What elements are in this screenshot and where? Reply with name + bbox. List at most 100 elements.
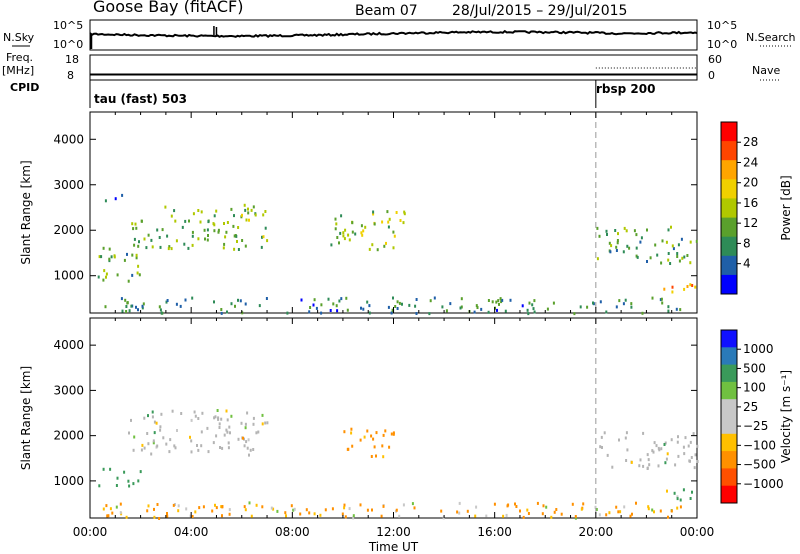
velocity-echo-cell xyxy=(308,511,311,515)
power-echo-cell xyxy=(441,305,444,309)
velocity-echo-cell xyxy=(574,516,577,520)
power-echo-cell xyxy=(373,222,376,226)
velocity-echo-cell xyxy=(611,465,614,469)
power-echo-cell xyxy=(393,234,396,238)
velocity-echo-cell xyxy=(217,417,220,421)
velocity-y-axis-label: Slant Range [km] xyxy=(19,366,33,470)
power-echo-cell xyxy=(103,269,106,273)
power-echo-cell xyxy=(596,226,599,230)
power-echo-cell xyxy=(362,229,365,233)
nave-label: Nave xyxy=(752,64,781,77)
power-echo-cell xyxy=(150,238,153,242)
power-echo-cell xyxy=(366,300,369,304)
velocity-echo-cell xyxy=(293,507,296,511)
velocity-echo-cell xyxy=(372,437,375,441)
velocity-echo-cell xyxy=(213,416,216,420)
velocity-echo-cell xyxy=(595,508,598,511)
power-echo-cell xyxy=(344,228,347,232)
velocity-echo-cell xyxy=(250,514,253,518)
velocity-echo-cell xyxy=(582,502,585,506)
velocity-echo-cell xyxy=(664,441,667,445)
velocity-echo-cell xyxy=(158,517,161,520)
power-echo-cell xyxy=(509,298,512,302)
velocity-echo-cell xyxy=(599,445,602,449)
power-echo-cell xyxy=(616,239,619,242)
power-echo-cell xyxy=(247,211,250,215)
power-echo-cell xyxy=(235,234,238,238)
power-echo-cell xyxy=(159,308,162,312)
velocity-echo-cell xyxy=(140,448,143,452)
velocity-echo-cell xyxy=(515,505,518,508)
velocity-colorbar-segment xyxy=(721,416,737,435)
velocity-echo-cell xyxy=(651,449,654,453)
velocity-colorbar-segment xyxy=(721,433,737,452)
power-echo-cell xyxy=(340,214,343,218)
velocity-echo-cell xyxy=(252,448,255,451)
velocity-echo-cell xyxy=(252,416,255,420)
velocity-echo-cell xyxy=(638,464,641,468)
power-colorbar-tick-label: 28 xyxy=(743,135,758,149)
velocity-echo-cell xyxy=(619,510,622,514)
velocity-echo-cell xyxy=(242,436,244,440)
power-echo-cell xyxy=(141,306,144,310)
power-echo-cell xyxy=(137,308,139,312)
power-echo-cell xyxy=(614,229,617,232)
velocity-echo-cell xyxy=(458,511,461,515)
velocity-echo-cell xyxy=(505,513,508,517)
velocity-echo-cell xyxy=(201,411,204,415)
velocity-echo-cell xyxy=(343,430,346,434)
velocity-echo-cell xyxy=(601,446,603,449)
power-echo-cell xyxy=(223,242,226,246)
velocity-echo-cell xyxy=(150,452,153,456)
power-echo-cell xyxy=(213,229,216,233)
power-echo-cell xyxy=(329,309,332,312)
power-echo-cell xyxy=(683,287,686,291)
velocity-colorbar-label: Velocity [m s⁻¹] xyxy=(779,370,793,463)
velocity-colorbar-segment xyxy=(721,468,737,487)
power-colorbar-frame xyxy=(720,121,738,295)
power-echo-cell xyxy=(415,312,418,315)
velocity-echo-cell xyxy=(107,514,110,518)
power-echo-cell xyxy=(334,217,337,221)
velocity-echo-cell xyxy=(177,509,180,513)
power-y-tick-label: 3000 xyxy=(53,178,84,192)
velocity-echo-cell xyxy=(220,505,223,509)
power-y-tick-label: 1000 xyxy=(53,269,84,283)
velocity-echo-cell xyxy=(211,509,214,513)
velocity-echo-cell xyxy=(674,463,677,467)
velocity-echo-cell xyxy=(200,444,203,448)
velocity-echo-cell xyxy=(228,512,231,516)
power-echo-cell xyxy=(391,308,394,312)
power-echo-cell xyxy=(659,298,662,302)
velocity-echo-cell xyxy=(185,507,188,511)
velocity-echo-cell xyxy=(215,434,218,438)
velocity-colorbar-segment xyxy=(721,399,737,417)
power-echo-cell xyxy=(175,239,178,243)
velocity-echo-cell xyxy=(626,448,629,452)
velocity-echo-cell xyxy=(165,442,168,446)
nave-tick-0: 0 xyxy=(708,69,715,82)
power-echo-cell xyxy=(670,225,672,229)
power-echo-cell xyxy=(223,222,225,225)
power-echo-cell xyxy=(649,256,652,260)
x-axis-label: Time UT xyxy=(368,540,419,554)
power-echo-cell xyxy=(691,284,694,287)
power-echo-cell xyxy=(605,229,608,233)
velocity-echo-cell xyxy=(215,506,218,510)
power-echo-cell xyxy=(236,240,238,243)
velocity-echo-cell xyxy=(683,452,686,456)
velocity-echo-cell xyxy=(380,514,383,518)
velocity-echo-cell xyxy=(651,508,654,512)
power-echo-cell xyxy=(207,234,209,237)
power-echo-cell xyxy=(204,237,206,241)
power-echo-cell xyxy=(347,233,350,237)
noise-tick-high-right: 10^5 xyxy=(707,19,738,32)
velocity-echo-cell xyxy=(324,508,327,512)
velocity-echo-cell xyxy=(352,516,355,520)
velocity-echo-cell xyxy=(617,510,620,514)
velocity-echo-cell xyxy=(623,505,626,509)
velocity-echo-cell xyxy=(194,510,197,514)
power-echo-cell xyxy=(630,305,633,309)
power-echo-cell xyxy=(127,279,130,283)
power-echo-cell xyxy=(639,240,642,244)
